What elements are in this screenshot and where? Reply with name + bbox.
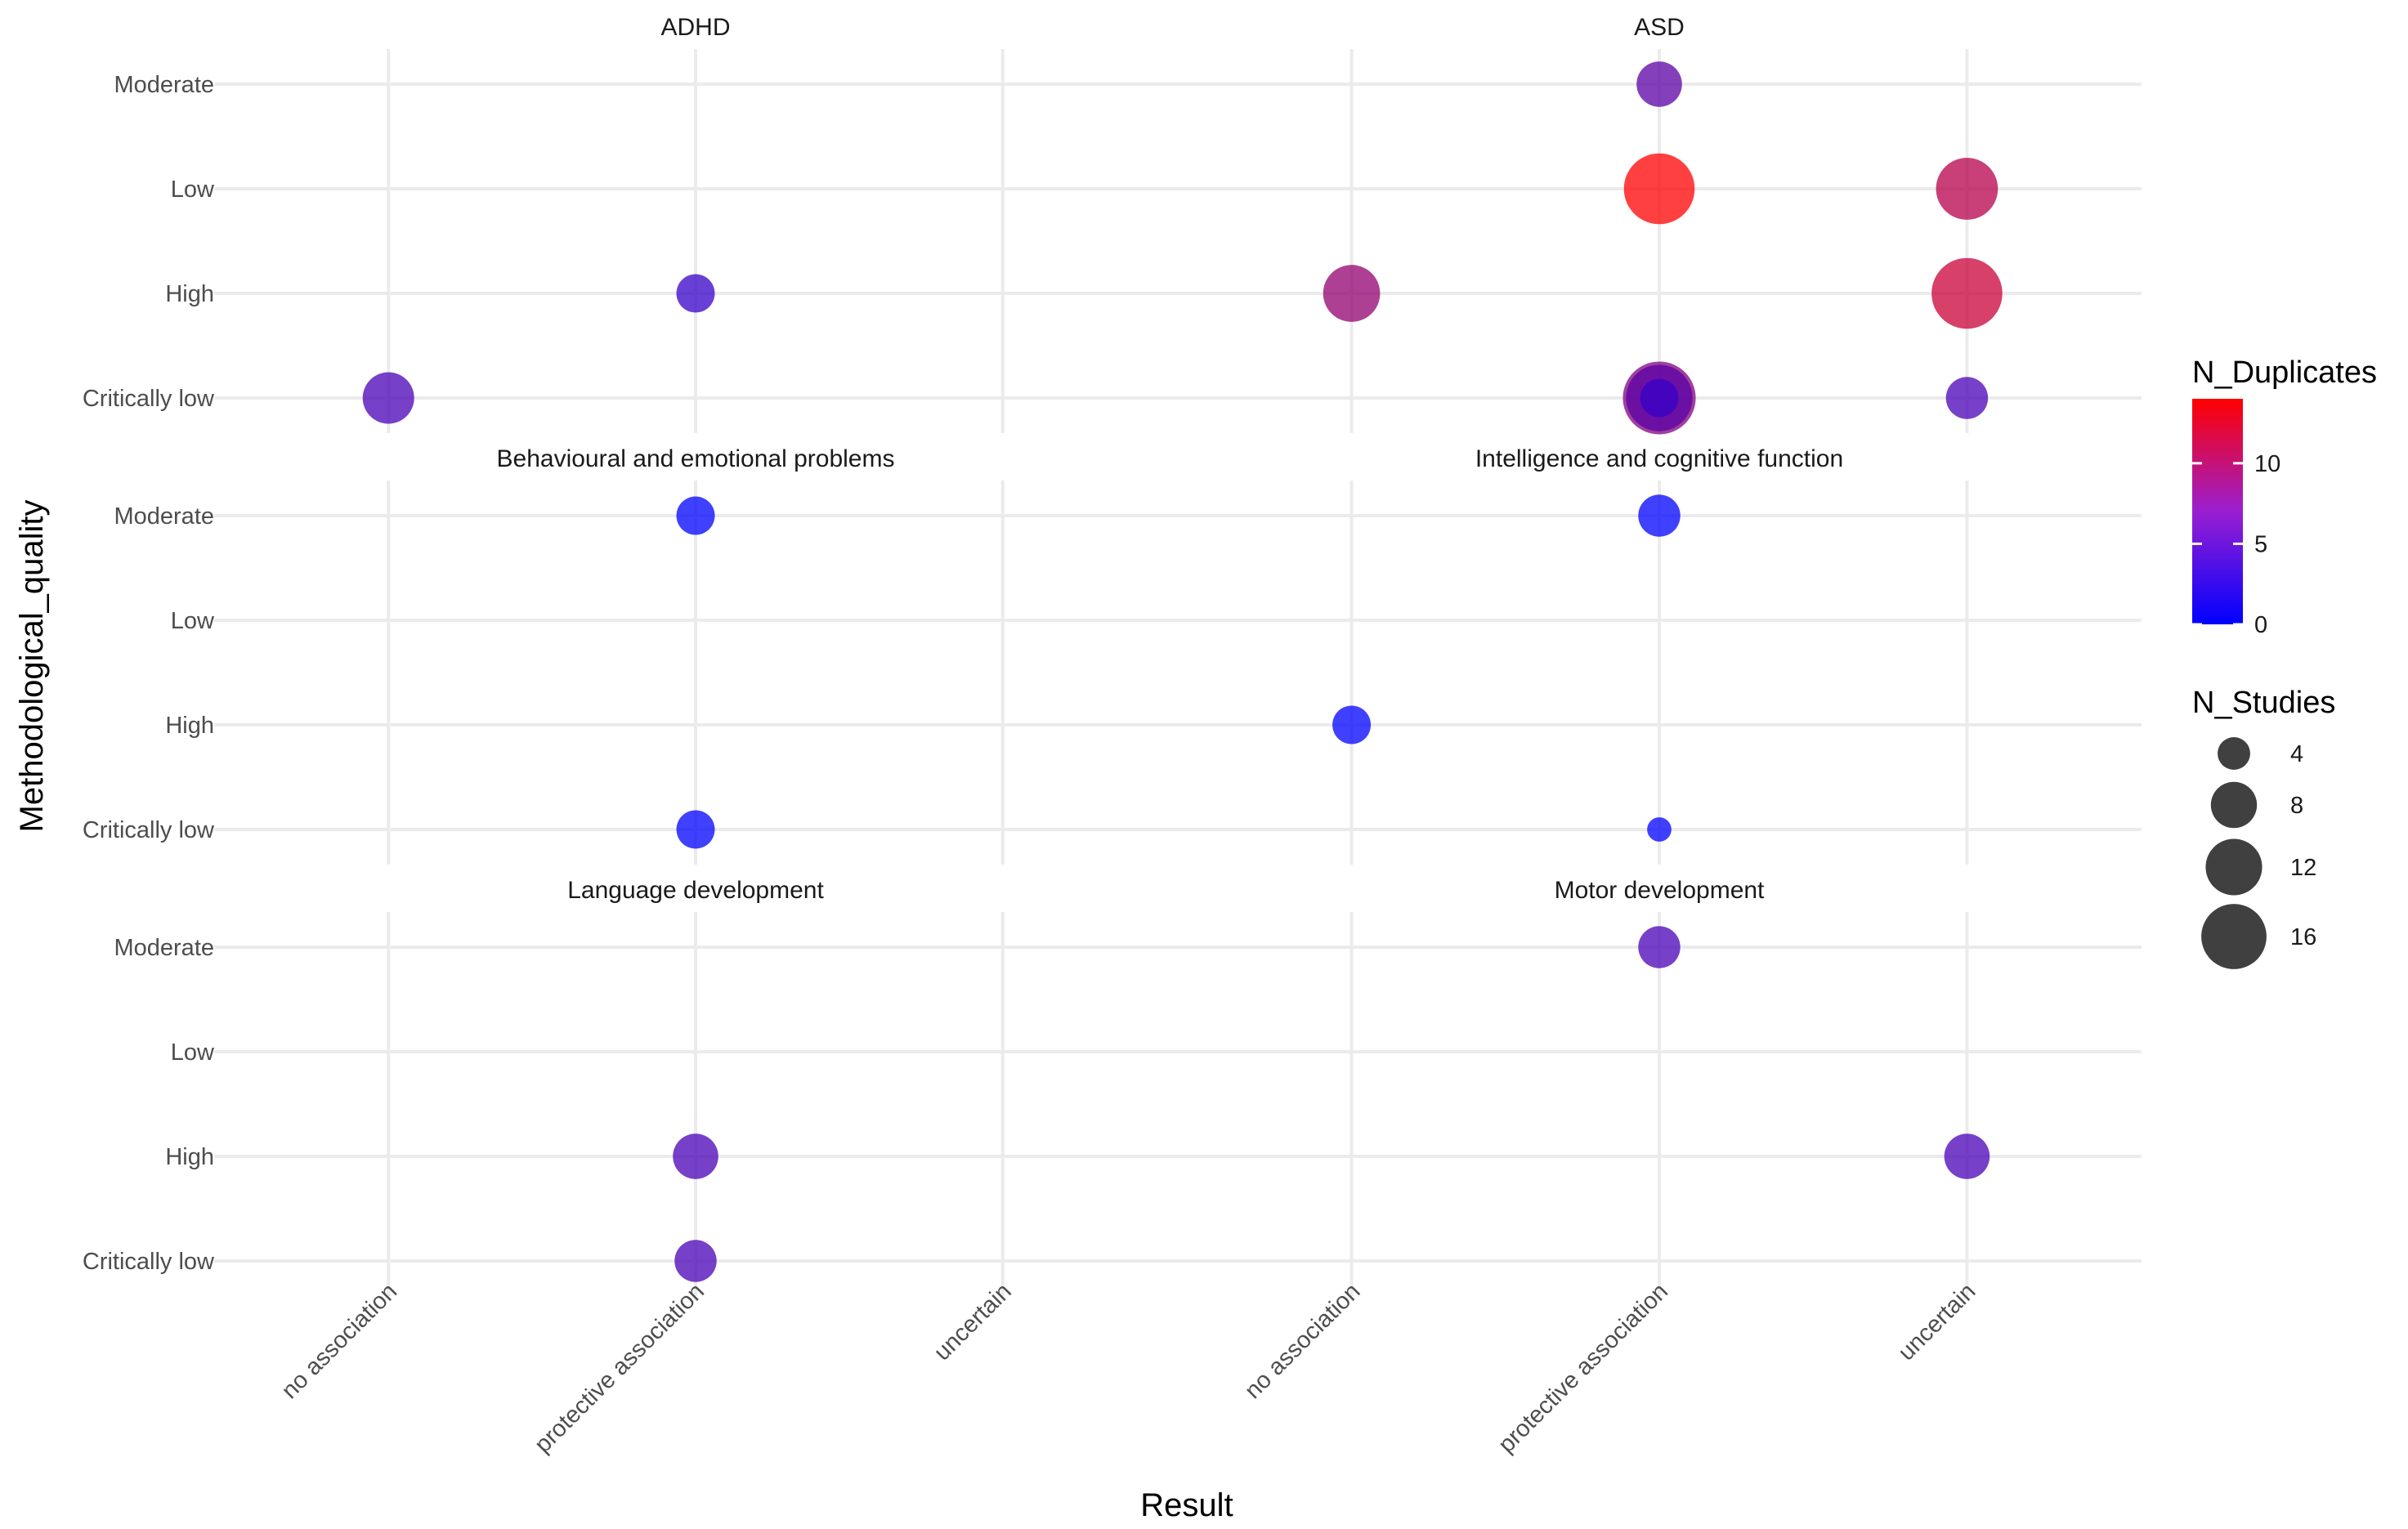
facet-panel: ASD bbox=[1177, 14, 2142, 435]
y-tick-label: Low bbox=[171, 1039, 215, 1066]
color-legend-label: 5 bbox=[2254, 531, 2267, 557]
data-point bbox=[1640, 378, 1679, 418]
size-legend-title: N_Studies bbox=[2192, 686, 2335, 720]
y-tick-label: Moderate bbox=[114, 935, 214, 961]
facet-panel: Behavioural and emotional problems Critic… bbox=[83, 445, 1177, 865]
facet-title: Intelligence and cognitive function bbox=[1475, 445, 1843, 472]
size-legend-circle bbox=[2205, 838, 2263, 896]
data-point bbox=[1647, 817, 1672, 842]
facet-title: ADHD bbox=[660, 14, 730, 41]
size-legend-circle bbox=[2201, 904, 2267, 969]
facet-title: Language development bbox=[567, 877, 824, 904]
y-tick-label: Moderate bbox=[114, 72, 214, 98]
size-legend-label: 16 bbox=[2290, 924, 2316, 950]
x-axis-title: Result bbox=[1140, 1487, 1233, 1523]
size-legend-circle bbox=[2210, 781, 2258, 829]
y-axis-title: Methodological_quality bbox=[14, 500, 50, 833]
facet-panel: Intelligence and cognitive function bbox=[1177, 445, 2142, 865]
y-tick-label: High bbox=[165, 713, 214, 739]
data-point bbox=[1623, 153, 1695, 225]
data-point bbox=[1944, 1133, 1990, 1179]
data-point bbox=[674, 1240, 717, 1282]
size-legend-label: 8 bbox=[2290, 793, 2303, 819]
data-point bbox=[1332, 705, 1372, 744]
facet-panel: Language development Critically low High Lo… bbox=[83, 877, 1177, 1296]
facet-title: ASD bbox=[1634, 14, 1685, 41]
data-point bbox=[1945, 377, 1989, 419]
data-point bbox=[1936, 158, 1998, 220]
facet-panel: Motor development bbox=[1177, 877, 2142, 1296]
size-legend-label: 12 bbox=[2290, 855, 2316, 881]
data-point bbox=[676, 274, 715, 313]
color-legend-title: N_Duplicates bbox=[2192, 355, 2377, 390]
y-tick-label: Critically low bbox=[83, 817, 215, 843]
y-tick-label: Critically low bbox=[83, 1249, 215, 1275]
y-tick-label: Low bbox=[171, 177, 215, 203]
facet-title: Motor development bbox=[1555, 877, 1765, 904]
data-point bbox=[1638, 926, 1681, 968]
facet-panel: ADHD Critically low High Low Moderate bbox=[83, 14, 1177, 433]
legends: N_Duplicates N_Studies 0 5 10 4 8 12 16 bbox=[2192, 355, 2377, 969]
color-legend-label: 10 bbox=[2254, 451, 2280, 477]
color-legend-bar bbox=[2192, 399, 2243, 624]
data-point bbox=[676, 810, 715, 849]
data-point bbox=[1931, 257, 2003, 329]
data-point bbox=[1323, 265, 1381, 322]
facet-title: Behavioural and emotional problems bbox=[497, 445, 895, 472]
color-legend-label: 0 bbox=[2254, 612, 2267, 638]
data-point bbox=[1638, 494, 1681, 537]
y-tick-label: Critically low bbox=[83, 386, 215, 412]
y-tick-label: Low bbox=[171, 608, 215, 634]
data-point bbox=[673, 1133, 718, 1179]
y-tick-label: High bbox=[165, 281, 214, 307]
facet-panels: ADHD Critically low High Low Moderate ASD Beha… bbox=[83, 14, 2142, 1296]
data-point bbox=[676, 496, 715, 535]
y-tick-label: Moderate bbox=[114, 503, 214, 530]
size-legend-circle bbox=[2218, 737, 2250, 770]
data-point bbox=[1636, 61, 1682, 107]
data-point bbox=[362, 372, 414, 424]
size-legend-label: 4 bbox=[2290, 741, 2303, 767]
y-tick-label: High bbox=[165, 1144, 214, 1170]
